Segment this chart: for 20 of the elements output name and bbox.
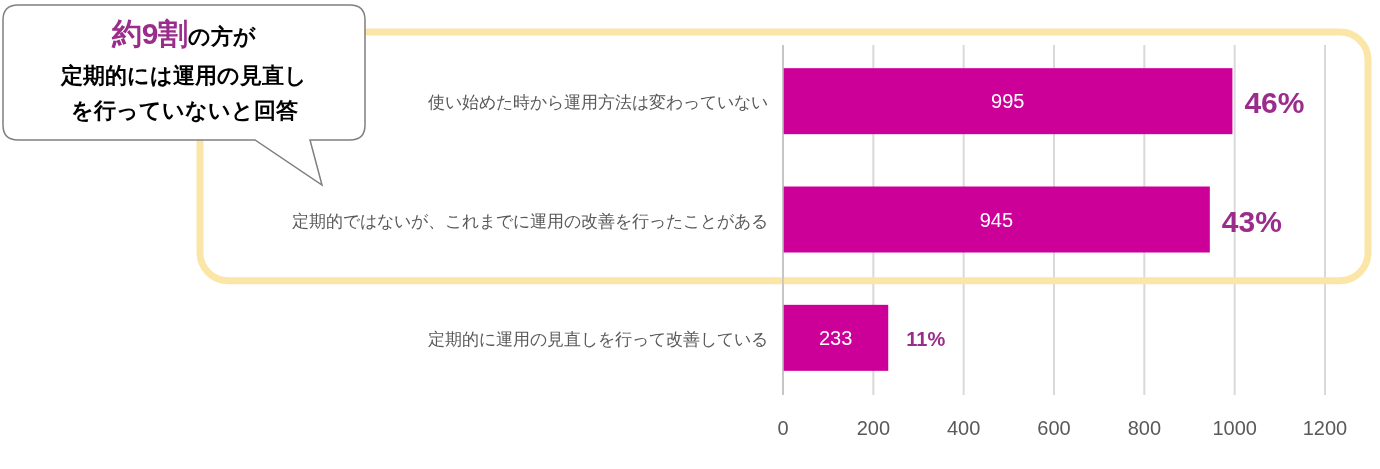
data-label: 945 [979,208,1014,231]
data-label: 233 [818,326,853,349]
annotation: 46% [1244,86,1305,120]
annotation: 11% [906,327,946,350]
bar [783,304,889,371]
x-tick-label: 800 [1127,417,1162,439]
bar [783,68,1233,135]
x-tick-label: 400 [946,417,981,439]
x-tick-label: 600 [1037,417,1071,439]
callout: 約9割の方が 定期的には運用の見直し を行っていないと回答 [2,4,366,186]
data-label: 995 [991,90,1025,113]
bar [783,186,1210,253]
x-tick-label: 200 [856,417,891,439]
y-tick-label: 定期的に運用の見直しを行って改善している [428,329,768,349]
y-tick-label: 定期的ではないが、これまでに運用の改善を行ったことがある [292,211,768,231]
x-tick-label: 1000 [1212,417,1257,439]
x-tick-label: 0 [777,417,789,439]
x-tick-label: 1200 [1302,417,1348,439]
y-tick-label: 使い始めた時から運用方法は変わっていない [428,93,768,113]
annotation: 43% [1221,204,1282,238]
